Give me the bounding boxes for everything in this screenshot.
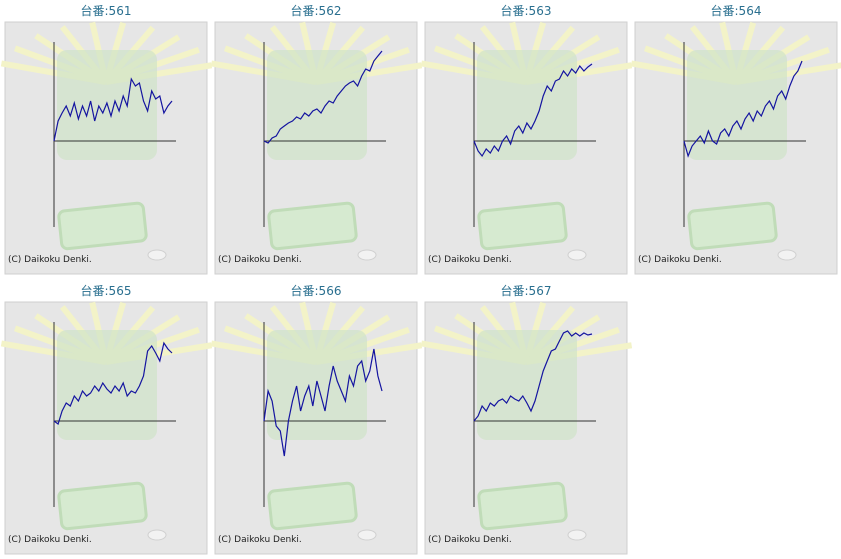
copyright: (C) Daikoku Denki. [218,255,302,265]
decor-machine [267,330,367,440]
decor-coin [567,249,587,261]
panel-title: 台番:565 [81,283,132,298]
decor-coin [777,249,797,261]
panel-title: 台番:567 [501,283,552,298]
decor-coin [147,529,167,541]
decor-tray [267,201,358,251]
decor-machine [477,50,577,160]
graph-panel: 台番:566 (C) Daikoku Denki. [210,283,423,555]
decor-tray [477,481,568,531]
copyright: (C) Daikoku Denki. [428,535,512,545]
graph-panel: 台番:565 (C) Daikoku Denki. [0,283,213,555]
graph-panel: 台番:561 (C) Daikoku Denki. [0,3,213,275]
data-line [53,77,173,142]
graph-panel: 台番:564 (C) Daikoku Denki. [630,3,841,275]
graph-panel: 台番:562 (C) Daikoku Denki. [210,3,423,275]
graph-panel: 台番:567 (C) Daikoku Denki. [420,283,633,555]
decor-machine [477,330,577,440]
decor-tray [687,201,778,251]
panel-title: 台番:563 [501,3,552,18]
panel-title: 台番:561 [81,3,132,18]
decor-coin [357,249,377,261]
decor-tray [57,201,148,251]
decor-coin [357,529,377,541]
data-line [683,60,803,158]
data-line [473,330,593,422]
data-line [263,50,383,144]
decor-tray [267,481,358,531]
copyright: (C) Daikoku Denki. [218,535,302,545]
copyright: (C) Daikoku Denki. [8,255,92,265]
decor-tray [57,481,148,531]
decor-coin [147,249,167,261]
copyright: (C) Daikoku Denki. [638,255,722,265]
graph-panel: 台番:563 (C) Daikoku Denki. [420,3,633,275]
decor-machine [267,50,367,160]
copyright: (C) Daikoku Denki. [8,535,92,545]
data-line [263,348,383,457]
decor-machine [687,50,787,160]
panel-title: 台番:562 [291,3,342,18]
decor-coin [567,529,587,541]
data-line [473,63,593,158]
copyright: (C) Daikoku Denki. [428,255,512,265]
data-line [53,341,173,425]
decor-tray [477,201,568,251]
decor-machine [57,330,157,440]
panel-title: 台番:566 [291,283,342,298]
panel-title: 台番:564 [711,3,762,18]
